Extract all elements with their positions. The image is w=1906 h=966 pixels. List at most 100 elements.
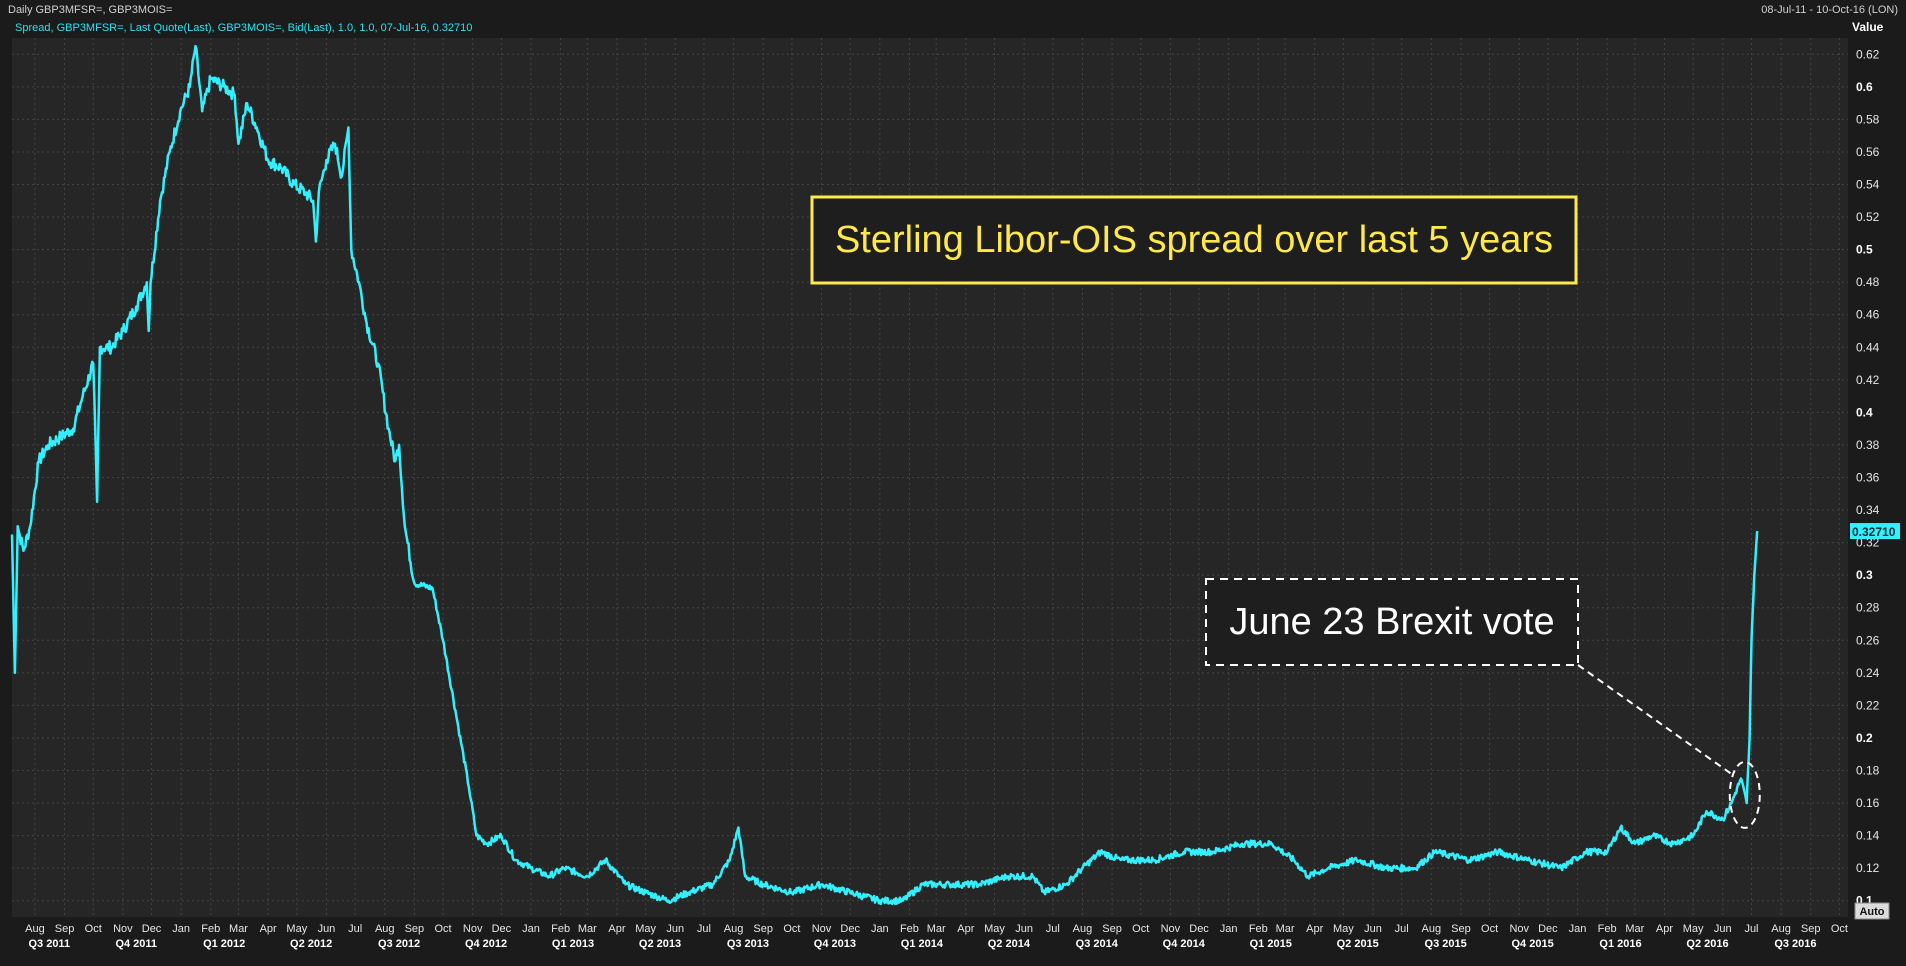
x-month-label: Jun [318,923,336,935]
x-month-label: Jun [1364,923,1382,935]
y-tick-label: 0.2 [1856,731,1873,745]
x-month-label: Oct [1132,923,1149,935]
x-month-label: Nov [1161,923,1181,935]
x-month-label: Nov [1509,923,1529,935]
y-tick-label: 0.32 [1856,536,1880,550]
y-tick-label: 0.62 [1856,47,1880,61]
x-month-label: Sep [1102,923,1122,935]
y-tick-label: 0.26 [1856,633,1880,647]
last-value-label: 0.32710 [1852,525,1896,539]
x-month-label: Feb [201,923,220,935]
x-month-label: Oct [1831,923,1848,935]
x-month-label: Sep [405,923,425,935]
x-month-label: Jun [1015,923,1033,935]
x-quarter-label: Q3 2014 [1076,938,1119,950]
x-month-label: Mar [1625,923,1644,935]
x-month-label: Jul [348,923,362,935]
y-tick-label: 0.46 [1856,308,1880,322]
y-tick-label: 0.28 [1856,601,1880,615]
y-tick-label: 0.38 [1856,438,1880,452]
x-quarter-label: Q3 2013 [727,938,769,950]
x-month-label: Dec [1189,923,1209,935]
x-month-label: Jun [666,923,684,935]
x-month-label: Mar [578,923,597,935]
x-month-label: Jul [697,923,711,935]
y-tick-label: 0.4 [1856,405,1873,419]
x-month-label: Apr [1306,923,1323,935]
x-month-label: Apr [957,923,974,935]
x-month-label: Oct [1481,923,1498,935]
spread-line [10,44,1759,906]
x-quarter-label: Q4 2013 [814,938,856,950]
x-quarter-label: Q2 2016 [1686,938,1728,950]
x-quarter-label: Q3 2011 [28,938,70,950]
x-month-label: Jan [1569,923,1587,935]
x-quarter-label: Q2 2012 [290,938,332,950]
y-tick-label: 0.6 [1856,80,1873,94]
x-quarter-label: Q4 2015 [1512,938,1554,950]
y-axis-title: Value [1852,20,1884,34]
x-month-label: Aug [724,923,744,935]
y-tick-label: 0.22 [1856,698,1880,712]
chart-header-title: Daily GBP3MFSR=, GBP3MOIS= [8,4,172,16]
x-month-label: Feb [900,923,919,935]
x-month-label: Jun [1714,923,1732,935]
x-month-label: Jan [522,923,540,935]
auto-scale-label[interactable]: Auto [1859,906,1884,918]
series-description: Spread, GBP3MFSR=, Last Quote(Last), GBP… [15,22,472,34]
chart-date-range: 08-Jul-11 - 10-Oct-16 (LON) [1761,4,1898,16]
y-tick-label: 0.56 [1856,145,1880,159]
x-month-label: Jan [1220,923,1238,935]
x-month-label: Aug [1422,923,1442,935]
x-month-label: Jan [172,923,190,935]
x-month-label: Apr [608,923,625,935]
y-tick-label: 0.48 [1856,275,1880,289]
annotation-text: June 23 Brexit vote [1229,601,1554,643]
y-tick-label: 0.36 [1856,471,1880,485]
x-month-label: Mar [229,923,248,935]
y-tick-label: 0.14 [1856,829,1880,843]
y-tick-label: 0.16 [1856,796,1880,810]
x-month-label: Jul [1046,923,1060,935]
x-month-label: May [1683,923,1704,935]
x-month-label: Aug [375,923,395,935]
y-tick-label: 0.3 [1856,568,1873,582]
x-month-label: Sep [753,923,773,935]
x-quarter-label: Q3 2016 [1774,938,1816,950]
y-tick-label: 0.34 [1856,503,1880,517]
x-quarter-label: Q1 2015 [1250,938,1292,950]
x-month-label: Dec [840,923,860,935]
x-month-label: Feb [1598,923,1617,935]
y-tick-label: 0.52 [1856,210,1880,224]
title-box: Sterling Libor-OIS spread over last 5 ye… [810,195,1578,285]
x-month-label: Dec [142,923,162,935]
x-quarter-label: Q4 2012 [465,938,507,950]
y-tick-label: 0.42 [1856,373,1880,387]
x-quarter-label: Q1 2014 [901,938,944,950]
x-month-label: Sep [1451,923,1471,935]
x-month-label: Mar [927,923,946,935]
y-tick-label: 0.58 [1856,112,1880,126]
x-month-label: Jan [871,923,889,935]
x-quarter-label: Q1 2012 [203,938,245,950]
x-month-label: Jul [1744,923,1758,935]
x-month-label: Nov [812,923,832,935]
auto-scale-button[interactable]: Auto [1854,902,1890,920]
x-month-label: Feb [1249,923,1268,935]
x-quarter-label: Q1 2013 [552,938,594,950]
x-month-label: Feb [551,923,570,935]
x-quarter-label: Q3 2015 [1425,938,1467,950]
y-tick-label: 0.12 [1856,861,1880,875]
x-quarter-label: Q4 2014 [1163,938,1206,950]
x-month-label: Apr [1656,923,1673,935]
x-quarter-label: Q1 2016 [1599,938,1641,950]
y-tick-label: 0.24 [1856,666,1880,680]
title-box-border [810,195,1578,285]
x-month-label: Dec [1538,923,1558,935]
x-month-label: Sep [1801,923,1821,935]
x-month-label: Apr [260,923,277,935]
y-axis: 0.10.120.140.160.180.20.220.240.260.280.… [1856,47,1880,907]
annotation-box [1205,578,1579,666]
x-quarter-label: Q3 2012 [378,938,420,950]
